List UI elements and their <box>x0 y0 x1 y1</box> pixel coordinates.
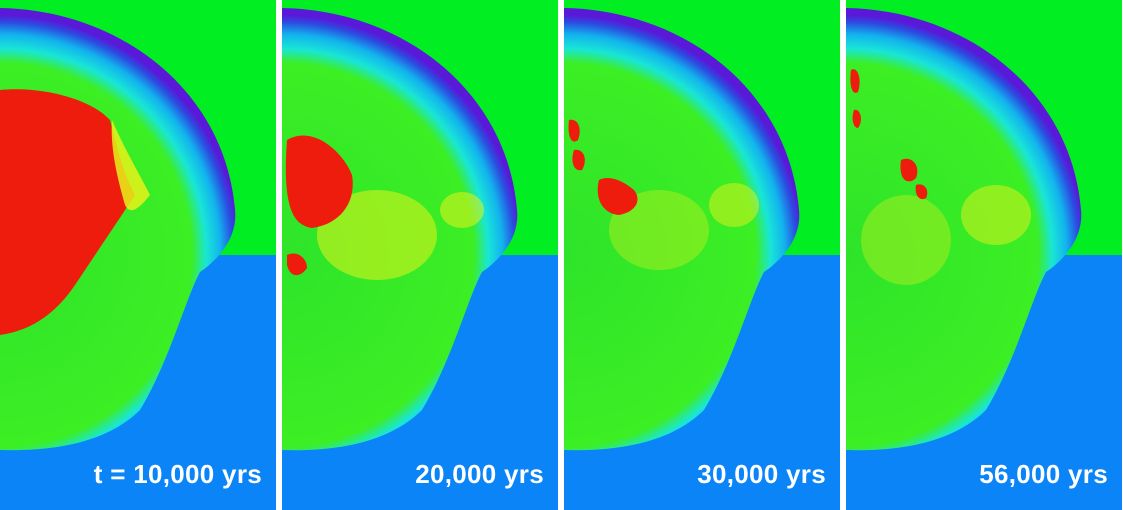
density-map-3 <box>564 0 840 510</box>
panel-t-30000: 30,000 yrs <box>564 0 840 510</box>
density-map-2 <box>282 0 558 510</box>
density-map-1 <box>0 0 276 510</box>
time-label: 56,000 yrs <box>979 459 1108 489</box>
panel-t-20000: 20,000 yrs <box>282 0 558 510</box>
panel-t-10000: t = 10,000 yrs <box>0 0 276 510</box>
time-label: 20,000 yrs <box>415 459 544 489</box>
time-label: t = 10,000 yrs <box>93 459 262 489</box>
density-map-4 <box>846 0 1122 510</box>
time-label: 30,000 yrs <box>697 459 826 489</box>
panel-t-56000: 56,000 yrs <box>846 0 1122 510</box>
